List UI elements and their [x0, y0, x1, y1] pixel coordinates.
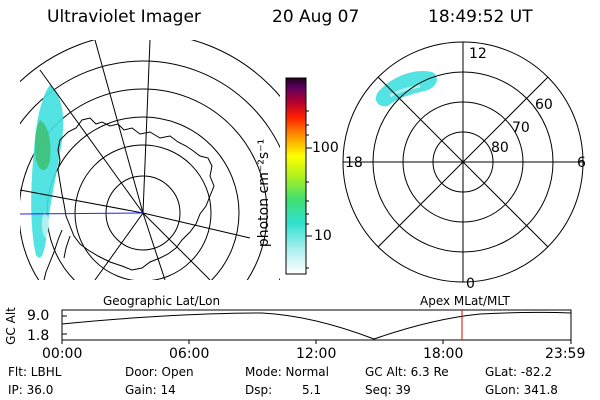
- altitude-frame: [61, 309, 572, 341]
- mlt-label-0: 0: [466, 276, 475, 292]
- colorbar: [285, 77, 312, 275]
- mode-info: Mode: Normal: [245, 365, 329, 379]
- altitude-ytick: 1.8: [27, 328, 50, 344]
- altitude-plot: [61, 309, 572, 344]
- geo-meridian: [20, 189, 144, 214]
- dsp-info-label: Dsp:: [245, 383, 273, 397]
- glon-info: GLon: 341.8: [485, 383, 558, 397]
- door-info: Door: Open: [125, 365, 194, 379]
- geo-lat-circle: [20, 60, 280, 280]
- time-tick: 12:00: [296, 346, 337, 362]
- geo-lat-circle: [20, 88, 268, 280]
- geo-meridian: [142, 212, 166, 280]
- mlat-label-80: 80: [491, 140, 509, 156]
- geo-meridian: [142, 212, 251, 239]
- geo-aurora-emission: [31, 85, 64, 258]
- coastline: [57, 117, 215, 271]
- time-tick: 23:59: [545, 346, 586, 362]
- mlt-label-6: 6: [577, 155, 586, 171]
- seq-info: Seq: 39: [365, 383, 411, 397]
- geographic-map: [20, 40, 280, 280]
- geo-meridian: [39, 69, 144, 214]
- gc-alt-info: GC Alt: 6.3 Re: [365, 365, 449, 379]
- instrument-title: Ultraviolet Imager: [47, 7, 201, 27]
- dsp-info-value: 5.1: [302, 383, 322, 397]
- colorbar-unit-label: photon cm⁻²s⁻¹: [256, 138, 273, 248]
- filter-info: Flt: LBHL: [8, 365, 62, 379]
- geo-lat-circle: [74, 144, 212, 280]
- geo-meridian: [94, 212, 144, 280]
- altitude-ylabel: GC Alt: [3, 307, 18, 345]
- altitude-curve: [61, 311, 572, 340]
- altitude-ytick: 9.0: [27, 308, 50, 324]
- coastline: [43, 229, 63, 280]
- geo-meridian: [142, 40, 151, 214]
- mlt-label-18: 18: [345, 155, 363, 171]
- geo-meridian: [142, 212, 211, 280]
- apex-label: Apex MLat/MLT: [420, 294, 510, 308]
- gain-info: Gain: 14: [125, 383, 176, 397]
- time-tick: 06:00: [169, 346, 210, 362]
- ip-info: IP: 36.0: [8, 383, 54, 397]
- polar-meridian: [377, 76, 549, 248]
- time-tick: 18:00: [423, 346, 464, 362]
- colorbar-tick-label: 10: [314, 228, 332, 244]
- geographic-label: Geographic Lat/Lon: [103, 294, 221, 308]
- time-label: 18:49:52 UT: [428, 7, 533, 27]
- colorbar-gradient: [285, 77, 307, 275]
- time-tick: 00:00: [42, 346, 83, 362]
- coastline: [63, 235, 71, 259]
- mlat-label-70: 70: [512, 120, 530, 136]
- date-label: 20 Aug 07: [272, 7, 360, 27]
- geo-reference-meridian: [20, 212, 144, 215]
- mlt-label-12: 12: [469, 46, 487, 62]
- colorbar-tick-label: 100: [312, 140, 339, 156]
- mlat-label-60: 60: [535, 97, 553, 113]
- glat-info: GLat: -82.2: [485, 365, 552, 379]
- geo-meridian: [94, 40, 144, 214]
- polar-mlt-plot: [342, 41, 584, 283]
